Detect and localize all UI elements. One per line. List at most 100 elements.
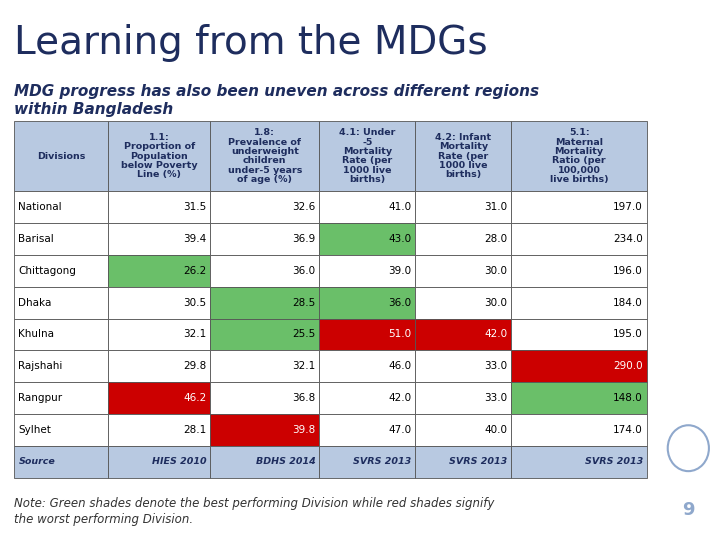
Bar	[415, 319, 511, 350]
Bar	[319, 122, 415, 191]
Text: 39.0: 39.0	[388, 266, 411, 276]
Text: 1.1:
Proportion of
Population
below Poverty
Line (%): 1.1: Proportion of Population below Pove…	[121, 133, 197, 179]
Bar	[210, 350, 319, 382]
Bar	[108, 446, 210, 478]
Text: 30.0: 30.0	[485, 266, 508, 276]
Bar	[14, 255, 108, 287]
Text: 25.5: 25.5	[292, 329, 315, 340]
Bar	[14, 319, 108, 350]
Bar	[210, 414, 319, 446]
Text: 9: 9	[682, 501, 695, 519]
Text: PMR: Learning from the MDGs: Lessons for the SDGs: PMR: Learning from the MDGs: Lessons for…	[684, 116, 693, 316]
Text: 4.2: Infant
Mortality
Rate (per
1000 live
births): 4.2: Infant Mortality Rate (per 1000 liv…	[436, 133, 492, 179]
Bar	[415, 255, 511, 287]
Text: 42.0: 42.0	[388, 393, 411, 403]
Bar	[511, 350, 647, 382]
Bar	[319, 319, 415, 350]
Text: 184.0: 184.0	[613, 298, 643, 308]
Text: 36.0: 36.0	[292, 266, 315, 276]
Bar	[14, 414, 108, 446]
Text: MDG progress has also been uneven across different regions
within Bangladesh: MDG progress has also been uneven across…	[14, 84, 539, 117]
Bar	[511, 255, 647, 287]
Text: 196.0: 196.0	[613, 266, 643, 276]
Bar	[108, 319, 210, 350]
Text: 36.9: 36.9	[292, 234, 315, 244]
Bar	[415, 414, 511, 446]
Text: 39.8: 39.8	[292, 425, 315, 435]
Text: 31.5: 31.5	[184, 202, 207, 212]
Text: 40.0: 40.0	[485, 425, 508, 435]
Bar	[108, 255, 210, 287]
Text: Sylhet: Sylhet	[19, 425, 51, 435]
Bar	[415, 122, 511, 191]
Bar	[14, 223, 108, 255]
Text: 5.1:
Maternal
Mortality
Ratio (per
100,000
live births): 5.1: Maternal Mortality Ratio (per 100,0…	[550, 129, 608, 184]
Bar	[319, 350, 415, 382]
Bar	[108, 191, 210, 223]
Bar	[14, 191, 108, 223]
Text: 148.0: 148.0	[613, 393, 643, 403]
Bar	[511, 287, 647, 319]
Text: 42.0: 42.0	[485, 329, 508, 340]
Bar	[108, 350, 210, 382]
Bar	[14, 446, 108, 478]
Text: Rangpur: Rangpur	[19, 393, 63, 403]
Text: Learning from the MDGs: Learning from the MDGs	[14, 24, 488, 62]
Text: 41.0: 41.0	[388, 202, 411, 212]
Text: 290.0: 290.0	[613, 361, 643, 372]
Bar	[319, 287, 415, 319]
Text: 30.5: 30.5	[184, 298, 207, 308]
Text: 29.8: 29.8	[184, 361, 207, 372]
Text: 1.8:
Prevalence of
underweight
children
under-5 years
of age (%): 1.8: Prevalence of underweight children …	[228, 129, 302, 184]
Bar	[511, 319, 647, 350]
Bar	[14, 350, 108, 382]
Bar	[210, 223, 319, 255]
Bar	[108, 287, 210, 319]
Bar	[210, 319, 319, 350]
Text: 39.4: 39.4	[184, 234, 207, 244]
Bar	[108, 382, 210, 414]
Bar	[210, 287, 319, 319]
Bar	[415, 287, 511, 319]
Text: 36.8: 36.8	[292, 393, 315, 403]
Text: 47.0: 47.0	[388, 425, 411, 435]
Bar	[319, 382, 415, 414]
Bar	[319, 446, 415, 478]
Bar	[319, 191, 415, 223]
Bar	[415, 446, 511, 478]
Text: 32.1: 32.1	[292, 361, 315, 372]
Text: Dhaka: Dhaka	[19, 298, 52, 308]
Bar	[210, 191, 319, 223]
Bar	[415, 350, 511, 382]
Text: SVRS 2013: SVRS 2013	[585, 457, 643, 467]
Text: 32.1: 32.1	[184, 329, 207, 340]
Bar	[210, 446, 319, 478]
Bar	[210, 255, 319, 287]
Bar	[511, 382, 647, 414]
Bar	[511, 446, 647, 478]
Text: 26.2: 26.2	[184, 266, 207, 276]
Text: Chittagong: Chittagong	[19, 266, 76, 276]
Text: 46.0: 46.0	[388, 361, 411, 372]
Text: Note: Green shades denote the best performing Division while red shades signify
: Note: Green shades denote the best perfo…	[14, 497, 495, 526]
Bar	[14, 287, 108, 319]
Bar	[319, 223, 415, 255]
Bar	[108, 223, 210, 255]
Text: Barisal: Barisal	[19, 234, 54, 244]
Text: 28.0: 28.0	[485, 234, 508, 244]
Text: 195.0: 195.0	[613, 329, 643, 340]
Text: BDHS 2014: BDHS 2014	[256, 457, 315, 467]
Bar	[14, 122, 108, 191]
Text: Khulna: Khulna	[19, 329, 55, 340]
Text: 46.2: 46.2	[184, 393, 207, 403]
Text: HIES 2010: HIES 2010	[152, 457, 207, 467]
Text: 43.0: 43.0	[388, 234, 411, 244]
Text: 33.0: 33.0	[485, 393, 508, 403]
Bar	[319, 414, 415, 446]
Bar	[511, 414, 647, 446]
Bar	[511, 122, 647, 191]
Bar	[511, 223, 647, 255]
Text: National: National	[19, 202, 62, 212]
Text: 197.0: 197.0	[613, 202, 643, 212]
Text: Source: Source	[19, 457, 55, 467]
